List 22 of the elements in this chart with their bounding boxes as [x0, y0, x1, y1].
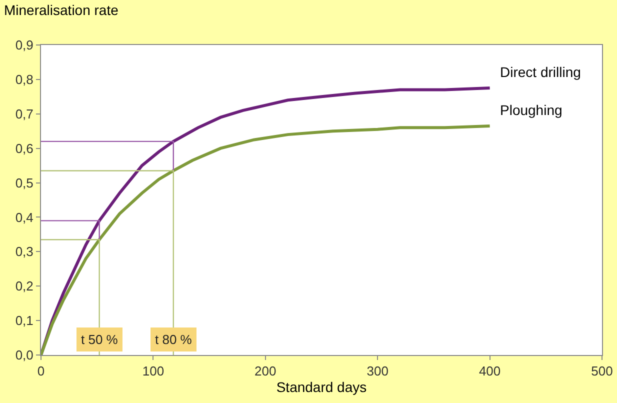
x-tick-label: 100	[142, 364, 164, 379]
annotation: t 80 %	[155, 332, 192, 347]
y-tick-label: 0,1	[15, 313, 34, 328]
y-tick-label: 0,3	[15, 244, 34, 260]
x-tick-label: 500	[591, 364, 613, 379]
x-tick-label: 200	[254, 364, 276, 379]
y-tick-label: 0,7	[15, 106, 34, 122]
x-tick-label: 0	[37, 364, 45, 379]
y-axis-title: Mineralisation rate	[4, 2, 119, 18]
series-label: Ploughing	[500, 102, 562, 118]
x-tick-label: 400	[478, 364, 501, 379]
x-tick-label: 300	[366, 364, 388, 379]
y-tick-label: 0,5	[15, 175, 34, 190]
y-tick-label: 0,0	[15, 348, 34, 363]
y-tick-label: 0,4	[15, 210, 34, 225]
y-tick-label: 0,2	[15, 278, 34, 294]
y-tick-label: 0,8	[15, 72, 34, 87]
annotation: t 50 %	[81, 332, 118, 347]
y-tick-label: 0,6	[15, 140, 34, 156]
series-label: Direct drilling	[500, 64, 581, 80]
y-tick-label: 0,9	[15, 38, 34, 53]
x-axis-title: Standard days	[276, 378, 367, 395]
